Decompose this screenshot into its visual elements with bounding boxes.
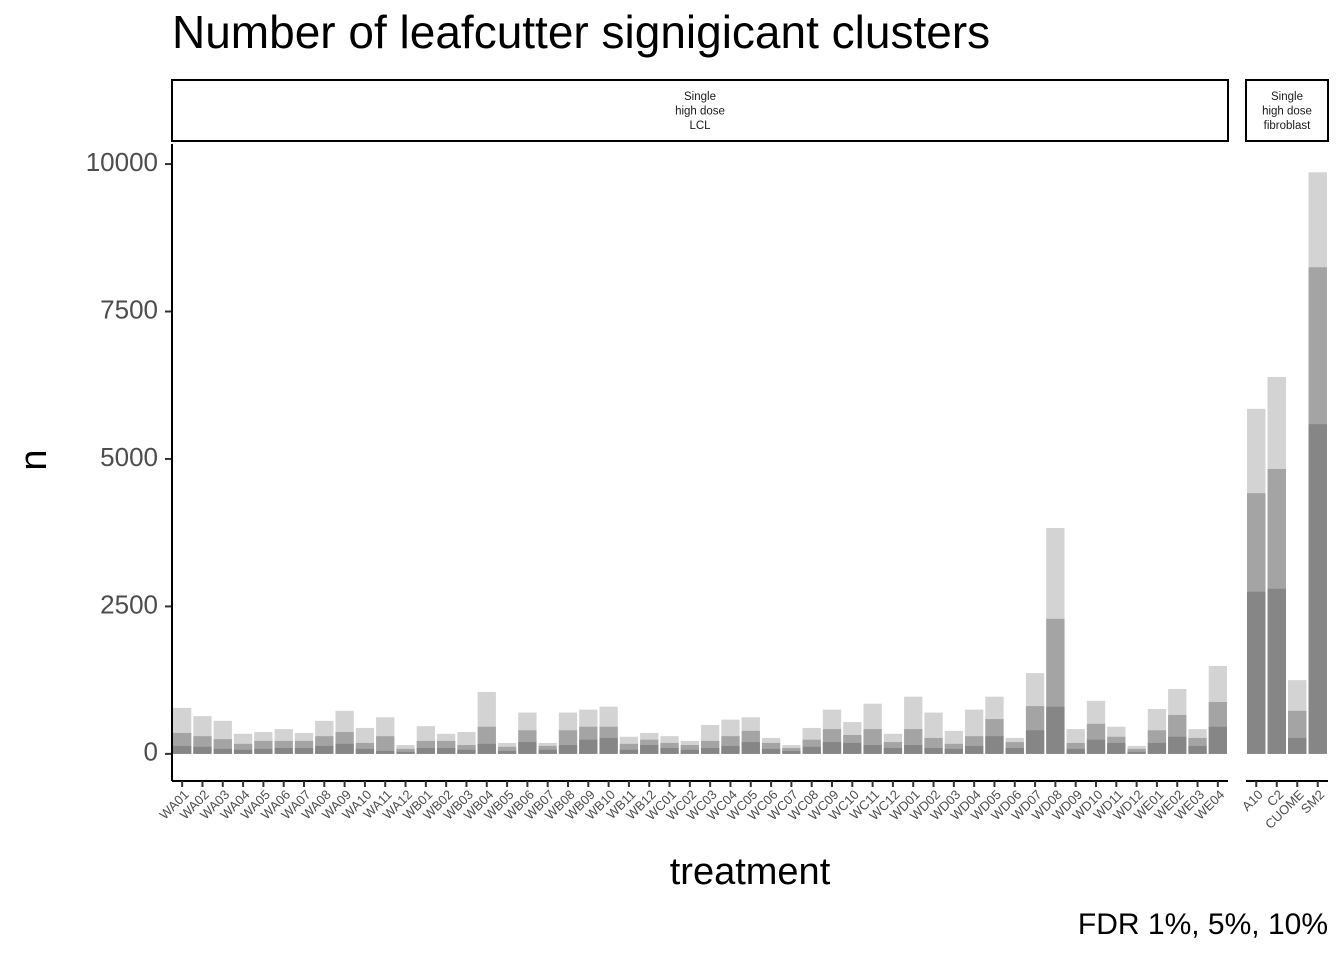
bar [619, 743, 639, 754]
bar [924, 747, 943, 754]
bar [680, 749, 699, 754]
bar [1005, 747, 1024, 754]
bar [457, 749, 476, 754]
strip-label: high dose [675, 106, 725, 118]
bar [1147, 742, 1167, 754]
bar [579, 739, 598, 754]
facet-strip [171, 79, 1229, 142]
bar [335, 743, 354, 754]
bar [1127, 748, 1146, 754]
x-axis-title: treatment [670, 851, 831, 893]
bar [1046, 706, 1065, 754]
bar [497, 750, 517, 754]
bar [396, 751, 415, 754]
facet-strip [1245, 79, 1329, 142]
bar [599, 737, 618, 754]
bar [396, 748, 415, 754]
bar [315, 745, 334, 754]
bar [721, 745, 740, 754]
bar [944, 748, 963, 754]
bar [477, 743, 496, 754]
bar [173, 745, 192, 754]
bar [802, 746, 821, 754]
bar [904, 745, 923, 754]
bar [883, 742, 903, 754]
bar [701, 747, 720, 754]
bar [1066, 748, 1085, 754]
bar [497, 746, 517, 754]
strip-label: fibroblast [1264, 120, 1311, 132]
x-tick-label: A10 [1239, 787, 1266, 814]
y-tick-label: 0 [144, 737, 158, 767]
caption: FDR 1%, 5%, 10% [1078, 908, 1328, 941]
bar [213, 748, 232, 754]
bar [863, 745, 882, 754]
bar [294, 747, 314, 754]
bar [965, 745, 984, 754]
bar [1267, 588, 1286, 754]
bar [985, 736, 1004, 754]
strip-label: Single [1271, 91, 1303, 103]
bar [640, 745, 659, 754]
bar [193, 746, 212, 754]
bar [761, 748, 781, 754]
bar [416, 747, 435, 754]
bar [883, 747, 903, 754]
bar [1208, 726, 1227, 754]
bar [1288, 737, 1307, 754]
y-tick-label: 5000 [100, 442, 158, 472]
bar [782, 750, 801, 754]
bar [538, 749, 557, 754]
y-tick-label: 10000 [86, 147, 158, 177]
bar [558, 745, 578, 754]
bar [1308, 424, 1327, 754]
bar [761, 742, 781, 754]
x-tick-label: SM2 [1298, 787, 1328, 817]
bar [1168, 736, 1187, 754]
y-tick-label: 7500 [100, 294, 158, 324]
bar [1107, 742, 1126, 754]
bar [1127, 751, 1146, 754]
bar [619, 749, 639, 754]
bar [355, 742, 375, 754]
bar [843, 742, 862, 754]
strip-label: high dose [1262, 106, 1312, 118]
bar [457, 745, 476, 754]
bar [680, 745, 699, 754]
bar [376, 750, 395, 754]
bar [1005, 742, 1024, 754]
strip-label: LCL [689, 120, 711, 132]
y-tick-label: 2500 [100, 589, 158, 619]
strip-label: Single [684, 91, 716, 103]
bar [437, 747, 456, 754]
bar [1066, 742, 1085, 754]
bar [822, 742, 842, 754]
bar [233, 743, 253, 754]
bar [660, 747, 679, 754]
y-axis-title: n [13, 449, 55, 470]
bar [741, 742, 760, 754]
bar [1086, 739, 1106, 754]
bar [355, 748, 375, 754]
bar [254, 748, 273, 754]
bar [376, 736, 395, 754]
bar [233, 749, 253, 754]
bar [518, 742, 537, 754]
chart-title: Number of leafcutter signigicant cluster… [172, 6, 990, 58]
bar [1188, 745, 1207, 754]
bar [1247, 591, 1266, 754]
bar [274, 747, 293, 754]
bar [1025, 730, 1045, 754]
